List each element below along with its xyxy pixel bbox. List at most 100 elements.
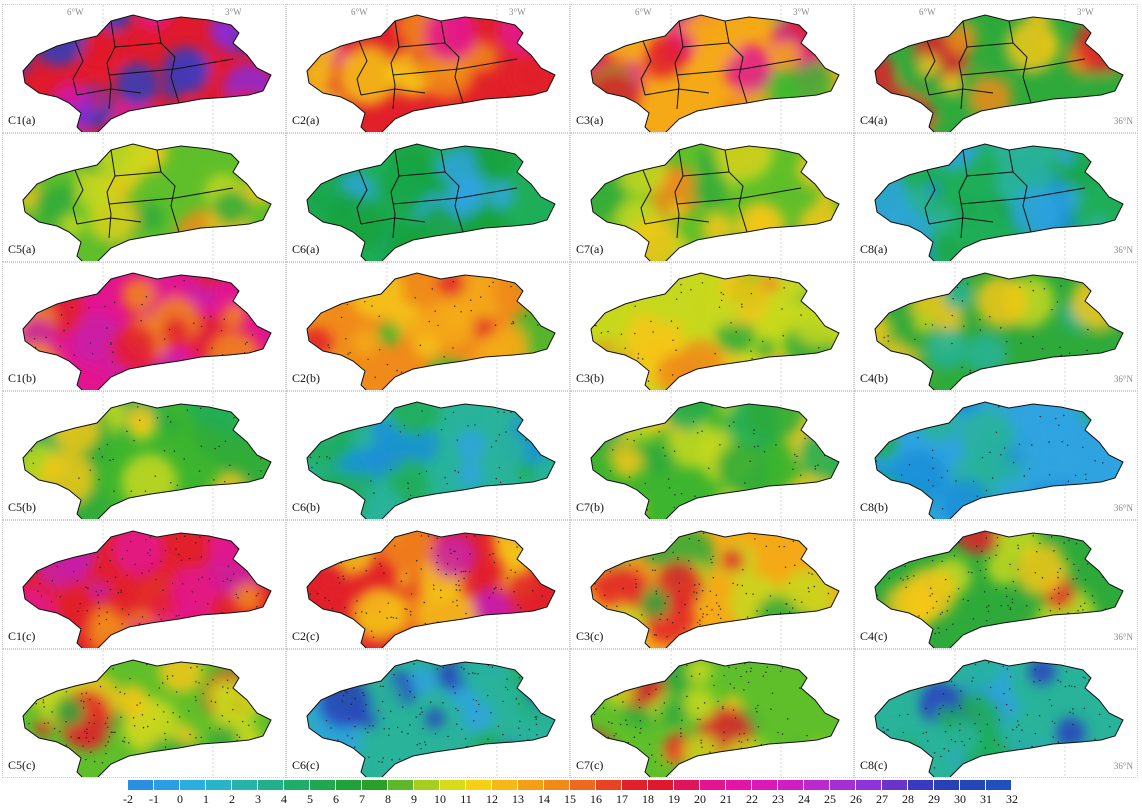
legend-tick-label: 1: [203, 792, 209, 806]
region-outline: [874, 659, 1124, 777]
province-border: [958, 149, 968, 239]
panel-label: C6(b): [292, 500, 320, 514]
legend-swatch: [726, 780, 752, 790]
choropleth-map: [22, 392, 272, 519]
region-outline: [590, 401, 840, 519]
legend-swatch: [362, 780, 388, 790]
legend-tick-label: 26: [850, 792, 862, 806]
latitude-label: 36°N: [1113, 761, 1133, 771]
map-fill: [307, 144, 555, 261]
panel-label: C7(b): [576, 500, 604, 514]
province-border: [1008, 149, 1032, 233]
map-fill: [307, 402, 555, 519]
legend-swatch: [778, 780, 804, 790]
province-border: [156, 149, 180, 233]
legend-swatch: [258, 780, 284, 790]
longitude-label: 6°W: [351, 7, 368, 17]
panel-label: C3(c): [576, 629, 604, 643]
region-outline: [306, 143, 556, 261]
longitude-label: 3°W: [793, 7, 810, 17]
choropleth-map: [22, 263, 272, 390]
choropleth-map: [306, 263, 556, 390]
province-border: [924, 40, 936, 96]
map-fill: [875, 402, 1123, 519]
region-outline: [590, 143, 840, 261]
legend-tick-label: 19: [668, 792, 680, 806]
legend-tick-label: 12: [486, 792, 498, 806]
longitude-label: 3°W: [225, 7, 242, 17]
legend-swatch: [830, 780, 856, 790]
panel-label: C2(b): [292, 371, 320, 385]
map-panel: C4(b) 36°N: [854, 262, 1138, 391]
province-border: [960, 187, 1086, 205]
legend-tick-label: 10: [434, 792, 446, 806]
legend-tick-label: 9: [411, 792, 417, 806]
legend-swatch: [648, 780, 674, 790]
map-panel: C5(b): [2, 391, 286, 520]
longitude-label: 3°W: [1077, 7, 1094, 17]
legend-tick-label: 30: [954, 792, 966, 806]
province-border: [108, 187, 234, 205]
legend-swatch: [700, 780, 726, 790]
legend-tick-label: 16: [590, 792, 602, 806]
province-border: [106, 20, 116, 110]
map-panel: C4(a) 36°N 6°W 3°W: [854, 4, 1138, 133]
legend-swatch: [154, 780, 180, 790]
map-fill: [591, 15, 839, 132]
legend-tick-label: 14: [538, 792, 550, 806]
province-border: [72, 40, 84, 96]
legend-swatch: [284, 780, 310, 790]
latitude-label: 36°N: [1113, 374, 1133, 384]
map-panel: C7(a): [570, 133, 854, 262]
legend-tick-label: 17: [616, 792, 628, 806]
latitude-label: 36°N: [1113, 503, 1133, 513]
map-fill: [23, 531, 271, 648]
legend-tick-label: 18: [642, 792, 654, 806]
legend-tick-label: 3: [255, 792, 261, 806]
province-border: [928, 217, 994, 225]
map-panel: C8(c) 36°N: [854, 649, 1138, 778]
choropleth-map: [306, 521, 556, 648]
legend-tick-label: 28: [902, 792, 914, 806]
latitude-label: 36°N: [1113, 116, 1133, 126]
legend-tick-label: -1: [149, 792, 159, 806]
legend-swatch: [492, 780, 518, 790]
legend-tick-label: -2: [123, 792, 133, 806]
region-outline: [590, 659, 840, 777]
map-panel: C2(a) 6°W 3°W: [286, 4, 570, 133]
map-panel: C1(b): [2, 262, 286, 391]
region-outline: [306, 659, 556, 777]
map-fill: [875, 273, 1123, 390]
province-border: [958, 20, 968, 110]
legend-swatch: [752, 780, 778, 790]
map-panel: C5(c): [2, 649, 286, 778]
province-border: [108, 58, 234, 76]
province-border: [114, 42, 162, 48]
province-border: [72, 169, 84, 225]
legend-swatch: [596, 780, 622, 790]
legend-swatch: [128, 780, 154, 790]
region-outline: [306, 14, 556, 132]
legend-swatch: [882, 780, 908, 790]
choropleth-map: [590, 5, 840, 132]
map-fill: [23, 15, 271, 132]
panel-label: C4(b): [860, 371, 888, 385]
province-border: [682, 42, 730, 48]
province-border: [640, 40, 652, 96]
region-outline: [306, 530, 556, 648]
panel-label: C2(a): [292, 113, 320, 127]
legend-tick-label: 15: [564, 792, 576, 806]
map-panel: C6(c): [286, 649, 570, 778]
region-outline: [22, 530, 272, 648]
province-border: [106, 149, 116, 239]
region-outline: [22, 143, 272, 261]
region-outline: [306, 272, 556, 390]
region-outline: [874, 143, 1124, 261]
legend-swatch: [180, 780, 206, 790]
region-outline: [22, 272, 272, 390]
choropleth-map: [22, 134, 272, 261]
panel-label: C1(b): [8, 371, 36, 385]
longitude-label: 6°W: [919, 7, 936, 17]
legend-tick-label: 11: [460, 792, 472, 806]
province-border: [390, 20, 400, 110]
